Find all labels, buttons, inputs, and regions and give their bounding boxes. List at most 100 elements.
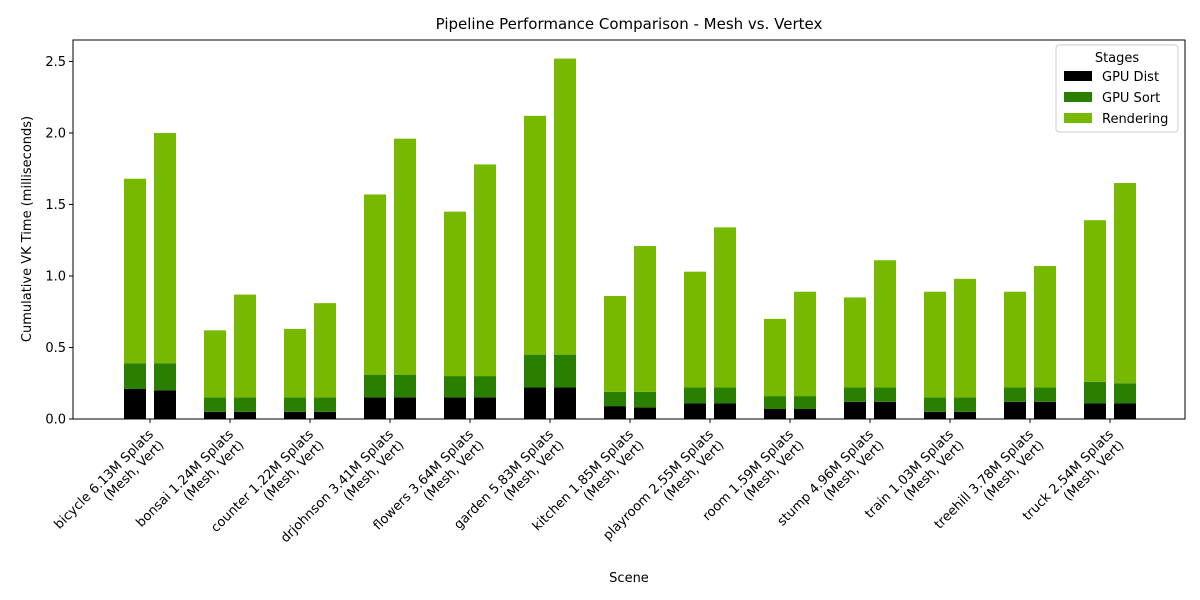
bar-rendering-mesh-3 bbox=[364, 194, 386, 375]
legend-swatch-rendering bbox=[1064, 113, 1092, 123]
bar-gpu-sort-vert-3 bbox=[394, 374, 416, 398]
bar-rendering-vert-11 bbox=[1034, 265, 1056, 388]
bar-gpu-dist-mesh-3 bbox=[364, 397, 386, 419]
chart-title: Pipeline Performance Comparison - Mesh v… bbox=[436, 15, 823, 33]
y-tick-label: 0.0 bbox=[45, 413, 66, 428]
bar-gpu-sort-vert-8 bbox=[794, 396, 816, 409]
bar-gpu-dist-mesh-7 bbox=[684, 403, 706, 419]
y-axis: 0.0 0.5 1.0 1.5 2.0 2.5 bbox=[45, 55, 73, 428]
bar-gpu-dist-vert-1 bbox=[234, 411, 256, 419]
bar-gpu-dist-vert-11 bbox=[1034, 401, 1056, 419]
bar-rendering-vert-8 bbox=[794, 291, 816, 397]
bar-gpu-dist-mesh-0 bbox=[124, 388, 146, 419]
bar-gpu-dist-vert-12 bbox=[1114, 403, 1136, 419]
bar-gpu-dist-vert-8 bbox=[794, 408, 816, 419]
bar-gpu-dist-mesh-11 bbox=[1004, 401, 1026, 419]
bar-gpu-sort-mesh-12 bbox=[1084, 381, 1106, 404]
bar-gpu-sort-vert-5 bbox=[554, 354, 576, 388]
bar-gpu-sort-mesh-10 bbox=[924, 397, 946, 412]
y-tick-label: 2.0 bbox=[45, 126, 66, 141]
bar-gpu-sort-mesh-8 bbox=[764, 396, 786, 409]
bar-gpu-sort-vert-0 bbox=[154, 363, 176, 391]
bar-rendering-vert-5 bbox=[554, 58, 576, 355]
bar-gpu-sort-mesh-2 bbox=[284, 397, 306, 412]
bar-gpu-sort-mesh-9 bbox=[844, 387, 866, 402]
bar-gpu-dist-mesh-10 bbox=[924, 411, 946, 419]
bar-rendering-mesh-10 bbox=[924, 291, 946, 398]
y-axis-label: Cumulative VK Time (milliseconds) bbox=[20, 116, 35, 342]
bar-gpu-sort-vert-7 bbox=[714, 387, 736, 404]
legend-swatch-gpu-dist bbox=[1064, 71, 1092, 81]
bar-gpu-dist-mesh-8 bbox=[764, 408, 786, 419]
legend-swatch-gpu-sort bbox=[1064, 92, 1092, 102]
bar-rendering-mesh-11 bbox=[1004, 291, 1026, 388]
bar-gpu-dist-vert-10 bbox=[954, 411, 976, 419]
bar-gpu-sort-mesh-6 bbox=[604, 391, 626, 407]
bar-gpu-sort-mesh-4 bbox=[444, 376, 466, 398]
bar-rendering-vert-7 bbox=[714, 227, 736, 388]
bar-gpu-dist-vert-9 bbox=[874, 401, 896, 419]
bar-gpu-sort-vert-1 bbox=[234, 397, 256, 412]
bar-gpu-sort-mesh-11 bbox=[1004, 387, 1026, 402]
bar-rendering-mesh-7 bbox=[684, 271, 706, 388]
bar-rendering-mesh-5 bbox=[524, 115, 546, 355]
bar-gpu-dist-mesh-2 bbox=[284, 411, 306, 419]
bar-gpu-dist-vert-6 bbox=[634, 407, 656, 419]
bar-rendering-mesh-6 bbox=[604, 296, 626, 392]
bar-gpu-dist-vert-7 bbox=[714, 403, 736, 419]
legend-title: Stages bbox=[1095, 51, 1140, 66]
bar-gpu-dist-mesh-12 bbox=[1084, 403, 1106, 419]
bar-gpu-sort-vert-2 bbox=[314, 397, 336, 412]
bar-rendering-mesh-1 bbox=[204, 330, 226, 398]
bars bbox=[124, 58, 1136, 419]
bar-rendering-vert-4 bbox=[474, 164, 496, 377]
x-tick-label: bicycle 6.13M Splats(Mesh, Vert) bbox=[52, 427, 168, 543]
bar-gpu-dist-vert-2 bbox=[314, 411, 336, 419]
bar-gpu-dist-vert-0 bbox=[154, 390, 176, 419]
bar-rendering-mesh-4 bbox=[444, 211, 466, 377]
y-tick-label: 0.5 bbox=[45, 341, 66, 356]
bar-rendering-vert-2 bbox=[314, 303, 336, 398]
bar-gpu-dist-vert-4 bbox=[474, 397, 496, 419]
bar-gpu-sort-vert-6 bbox=[634, 391, 656, 408]
bar-gpu-dist-mesh-5 bbox=[524, 387, 546, 419]
bar-gpu-sort-mesh-5 bbox=[524, 354, 546, 388]
y-tick-label: 2.5 bbox=[45, 55, 66, 70]
bar-rendering-mesh-0 bbox=[124, 178, 146, 364]
bar-rendering-mesh-12 bbox=[1084, 220, 1106, 382]
bar-gpu-dist-mesh-1 bbox=[204, 411, 226, 419]
bar-rendering-vert-6 bbox=[634, 245, 656, 392]
bar-gpu-sort-mesh-3 bbox=[364, 374, 386, 398]
bar-rendering-vert-10 bbox=[954, 278, 976, 398]
bar-gpu-dist-mesh-6 bbox=[604, 406, 626, 419]
bar-gpu-sort-mesh-7 bbox=[684, 387, 706, 404]
bar-gpu-sort-mesh-0 bbox=[124, 363, 146, 389]
bar-rendering-vert-0 bbox=[154, 132, 176, 364]
y-tick-label: 1.5 bbox=[45, 198, 66, 213]
legend-label-gpu-dist: GPU Dist bbox=[1102, 70, 1159, 85]
bar-gpu-dist-vert-3 bbox=[394, 397, 416, 419]
bar-gpu-sort-vert-12 bbox=[1114, 383, 1136, 404]
bar-rendering-vert-1 bbox=[234, 294, 256, 398]
bar-gpu-sort-vert-9 bbox=[874, 387, 896, 402]
bar-rendering-mesh-8 bbox=[764, 318, 786, 397]
plot-frame bbox=[72, 39, 1186, 420]
bar-gpu-dist-vert-5 bbox=[554, 387, 576, 419]
bar-gpu-dist-mesh-4 bbox=[444, 397, 466, 419]
bar-rendering-vert-9 bbox=[874, 260, 896, 388]
x-axis-label: Scene bbox=[609, 571, 649, 586]
bar-gpu-sort-mesh-1 bbox=[204, 397, 226, 412]
bar-rendering-mesh-2 bbox=[284, 328, 306, 398]
bar-rendering-mesh-9 bbox=[844, 297, 866, 388]
bar-rendering-vert-3 bbox=[394, 138, 416, 375]
y-tick-label: 1.0 bbox=[45, 269, 66, 284]
bar-rendering-vert-12 bbox=[1114, 183, 1136, 384]
legend-label-gpu-sort: GPU Sort bbox=[1102, 91, 1160, 106]
legend-label-rendering: Rendering bbox=[1102, 112, 1168, 127]
legend-box bbox=[1055, 44, 1179, 133]
bar-gpu-sort-vert-4 bbox=[474, 376, 496, 398]
bar-gpu-sort-vert-10 bbox=[954, 397, 976, 412]
legend: Stages GPU Dist GPU Sort Rendering bbox=[1055, 44, 1179, 133]
x-axis: bicycle 6.13M Splats(Mesh, Vert)bonsai 1… bbox=[52, 419, 1127, 546]
